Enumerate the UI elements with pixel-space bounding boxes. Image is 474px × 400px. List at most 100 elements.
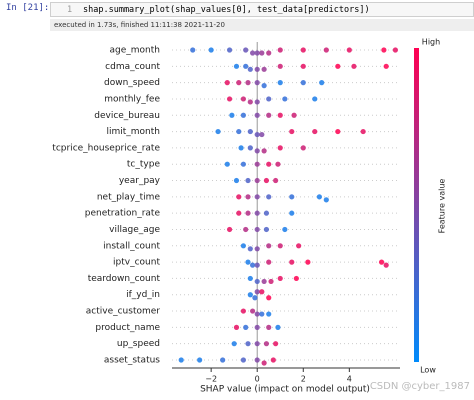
shap-point: [240, 112, 246, 118]
watermark: CSDN @cyber_1987: [370, 381, 470, 392]
shap-point: [254, 341, 260, 347]
shap-point: [208, 47, 214, 53]
shap-point: [383, 262, 389, 268]
shap-point: [215, 128, 221, 135]
feature-label: penetration_rate: [85, 209, 161, 219]
shap-point: [250, 262, 256, 268]
shap-point: [254, 278, 260, 285]
feature-label: up_speed: [117, 339, 160, 349]
shap-point: [277, 275, 283, 282]
feature-label: limit_month: [106, 127, 160, 137]
feature-label: village_age: [109, 225, 160, 235]
shap-point: [261, 360, 267, 366]
shap-point: [259, 289, 265, 295]
shap-point: [293, 275, 299, 282]
x-tick-label: 0: [255, 375, 260, 384]
shap-point: [266, 194, 272, 200]
shap-point: [289, 128, 295, 135]
shap-point: [270, 357, 276, 363]
shap-point: [247, 99, 253, 105]
shap-point: [346, 47, 352, 53]
shap-point: [233, 177, 240, 184]
shap-point: [240, 308, 246, 314]
shap-point: [224, 161, 230, 167]
shap-point: [250, 50, 256, 56]
shap-point: [254, 66, 260, 72]
shap-point: [245, 259, 251, 265]
shap-point: [263, 210, 270, 216]
shap-point: [300, 47, 306, 53]
x-axis-label: SHAP value (impact on model output): [200, 385, 370, 395]
shap-point: [247, 292, 253, 298]
shap-point: [247, 128, 253, 135]
shap-point: [323, 197, 329, 203]
execution-status: executed in 1.73s, finished 11:11:38 202…: [50, 19, 474, 31]
shap-point: [254, 112, 260, 118]
shap-point: [383, 63, 389, 69]
shap-point: [240, 161, 246, 167]
colorbar: [414, 48, 419, 362]
shap-point: [263, 341, 270, 347]
shap-point: [236, 128, 242, 135]
feature-label: iptv_count: [113, 258, 160, 268]
shap-point: [268, 278, 274, 285]
shap-point: [254, 194, 260, 200]
code: shap.summary_plot(shap_values[0], test_d…: [83, 5, 370, 15]
shap-point: [282, 96, 288, 102]
shap-point: [254, 311, 260, 317]
shap-point: [266, 324, 272, 330]
feature-label: product_name: [95, 323, 160, 333]
shap-point: [245, 80, 251, 86]
shap-point: [266, 50, 272, 56]
shap-point: [190, 47, 196, 53]
feature-label: cdma_count: [105, 62, 160, 72]
shap-point: [226, 226, 233, 233]
shap-point: [254, 289, 260, 295]
feature-label: year_pay: [119, 176, 161, 186]
shap-point: [273, 341, 279, 347]
shap-point: [266, 259, 272, 265]
shap-point: [277, 145, 283, 151]
shap-point: [261, 83, 267, 89]
shap-point: [277, 112, 283, 118]
colorbar-high: High: [422, 38, 440, 47]
shap-point: [254, 262, 260, 268]
shap-point: [254, 357, 260, 363]
shap-point: [266, 161, 272, 167]
code-box[interactable]: 1 shap.summary_plot(shap_values[0], test…: [50, 2, 474, 17]
shap-point: [323, 47, 329, 53]
shap-point: [392, 47, 398, 53]
shap-point: [197, 357, 203, 363]
shap-point: [291, 112, 297, 118]
shap-point: [266, 295, 272, 301]
shap-point: [233, 324, 240, 330]
shap-point: [312, 96, 318, 102]
shap-point: [233, 63, 240, 69]
shap-point: [254, 131, 260, 138]
shap-point: [238, 145, 244, 151]
shap-point: [273, 177, 279, 184]
shap-point: [305, 259, 311, 265]
shap-point: [245, 341, 251, 347]
shap-point: [261, 148, 267, 154]
shap-point: [289, 194, 295, 200]
shap-point: [254, 246, 260, 252]
shap-point: [259, 131, 265, 138]
shap-point: [351, 63, 357, 69]
shap-point: [240, 243, 246, 249]
shap-point: [316, 194, 322, 200]
shap-point: [254, 226, 260, 233]
shap-point: [381, 47, 387, 53]
shap-point: [247, 145, 253, 151]
feature-label: tcprice_houseprice_rate: [52, 143, 160, 153]
shap-point: [254, 80, 260, 86]
shap-point: [319, 80, 325, 86]
shap-point: [226, 47, 233, 53]
shap-point: [243, 63, 249, 69]
shap-point: [289, 210, 295, 216]
shap-point: [254, 177, 260, 184]
shap-point: [360, 128, 366, 135]
shap-point: [254, 50, 260, 56]
colorbar-label: Feature value: [438, 179, 447, 234]
